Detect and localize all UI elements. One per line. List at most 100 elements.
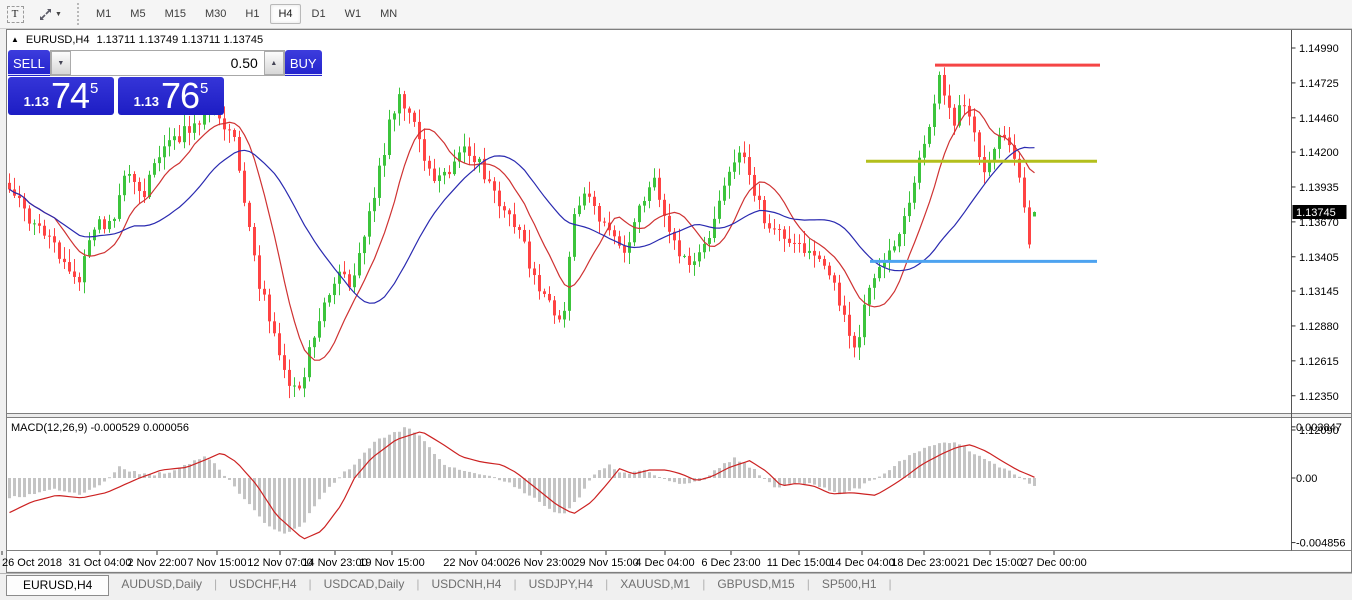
time-axis-label: 12 Nov 07:00 bbox=[247, 557, 312, 569]
chart-tab-audusd-daily[interactable]: AUDUSD,Daily bbox=[121, 577, 203, 591]
candle-body bbox=[433, 168, 436, 182]
timeframe-button-mn[interactable]: MN bbox=[380, 8, 398, 20]
candle-body bbox=[318, 321, 321, 338]
chart-tab-usdjpy-h4[interactable]: USDJPY,H4 bbox=[528, 577, 594, 591]
candle-body bbox=[683, 255, 686, 257]
macd-bar bbox=[98, 478, 101, 486]
price-axis-label: 1.13935 bbox=[1299, 182, 1339, 194]
price-axis-label: 1.14200 bbox=[1299, 147, 1339, 159]
macd-bar bbox=[198, 459, 201, 478]
candle-body bbox=[183, 126, 186, 143]
macd-bar bbox=[378, 438, 381, 478]
candle-body bbox=[378, 165, 381, 198]
timeframe-button-m15[interactable]: M15 bbox=[164, 8, 186, 20]
price-axis-label: 1.14990 bbox=[1299, 43, 1339, 55]
buy-price-display[interactable]: 1.13 76 5 bbox=[118, 75, 224, 116]
diagonal-arrows-icon bbox=[40, 8, 52, 20]
price-pane[interactable] bbox=[7, 30, 1351, 413]
timeframe-button-m30[interactable]: M30 bbox=[204, 8, 227, 20]
macd-bar bbox=[473, 473, 476, 478]
macd-bar bbox=[48, 478, 51, 490]
macd-bar bbox=[833, 478, 836, 492]
sell-button[interactable]: SELL bbox=[8, 50, 50, 76]
macd-bar bbox=[888, 470, 891, 478]
macd-bar bbox=[588, 478, 591, 481]
crosshair-tool-button[interactable]: ▼ bbox=[35, 4, 65, 24]
macd-bar bbox=[933, 445, 936, 478]
macd-bar bbox=[88, 478, 91, 490]
chart-tab-usdcnh-h4[interactable]: USDCNH,H4 bbox=[431, 577, 502, 591]
volume-input[interactable] bbox=[70, 51, 264, 75]
timeframe-button-h1[interactable]: H1 bbox=[245, 8, 260, 20]
text-tool-icon: T bbox=[6, 5, 24, 23]
macd-bar bbox=[348, 469, 351, 478]
macd-bar bbox=[768, 478, 771, 483]
macd-bar bbox=[423, 441, 426, 478]
chart-tab-xauusd-m1[interactable]: XAUUSD,M1 bbox=[620, 577, 691, 591]
macd-bar bbox=[318, 478, 321, 500]
price-axis-label: 1.14460 bbox=[1299, 113, 1339, 125]
candle-body bbox=[658, 177, 661, 200]
chart-tab-gbpusd-m15[interactable]: GBPUSD,M15 bbox=[717, 577, 795, 591]
buy-button[interactable]: BUY bbox=[284, 50, 322, 76]
timeframe-button-m5[interactable]: M5 bbox=[130, 8, 146, 20]
macd-bar bbox=[408, 428, 411, 478]
chart-tab-sp500-h1[interactable]: SP500,H1 bbox=[821, 577, 877, 591]
candle-body bbox=[678, 240, 681, 257]
candle-body bbox=[288, 369, 291, 386]
toolbar-separator bbox=[77, 3, 79, 25]
candle-body bbox=[758, 195, 761, 201]
macd-bar bbox=[623, 472, 626, 478]
macd-bar bbox=[983, 458, 986, 478]
candlestick-series bbox=[8, 67, 1036, 399]
macd-bar bbox=[903, 459, 906, 478]
macd-bar bbox=[608, 464, 611, 478]
macd-bar bbox=[463, 471, 466, 478]
macd-bar bbox=[178, 467, 181, 478]
text-tool-button[interactable]: T bbox=[5, 4, 25, 24]
tab-separator: | bbox=[888, 577, 892, 591]
macd-bar bbox=[593, 474, 596, 478]
candle-body bbox=[913, 182, 916, 203]
candle-body bbox=[693, 261, 696, 265]
macd-bar bbox=[288, 478, 291, 532]
candle-body bbox=[578, 205, 581, 215]
macd-bar bbox=[503, 478, 506, 482]
chart-tab-usdcad-daily[interactable]: USDCAD,Daily bbox=[323, 577, 405, 591]
price-axis-label: 1.12350 bbox=[1299, 391, 1339, 403]
volume-decrease-button[interactable]: ▼ bbox=[50, 51, 71, 75]
macd-bar bbox=[53, 478, 56, 489]
macd-bar bbox=[683, 478, 686, 484]
macd-bar bbox=[613, 469, 616, 478]
macd-bar bbox=[1008, 470, 1011, 478]
candle-body bbox=[93, 229, 96, 241]
macd-bar bbox=[1003, 468, 1006, 478]
candle-body bbox=[338, 271, 341, 284]
chart-tab-usdchf-h4[interactable]: USDCHF,H4 bbox=[229, 577, 297, 591]
timeframe-button-m1[interactable]: M1 bbox=[96, 8, 112, 20]
candle-body bbox=[983, 157, 986, 173]
candle-body bbox=[443, 171, 446, 176]
timeframe-button-h4[interactable]: H4 bbox=[270, 4, 301, 24]
timeframe-button-w1[interactable]: W1 bbox=[344, 8, 362, 20]
macd-bar bbox=[548, 478, 551, 509]
timeframe-button-d1[interactable]: D1 bbox=[311, 8, 326, 20]
macd-bar bbox=[183, 464, 186, 478]
collapse-triangle-icon[interactable]: ▲ bbox=[11, 34, 19, 44]
macd-bar bbox=[293, 478, 296, 529]
time-axis-label: 14 Dec 04:00 bbox=[829, 557, 894, 569]
price-axis-label: 1.12090 bbox=[1299, 425, 1339, 437]
macd-bar bbox=[103, 478, 106, 482]
macd-pane[interactable] bbox=[7, 418, 1351, 550]
pane-splitter[interactable] bbox=[7, 414, 1351, 418]
candle-body bbox=[348, 274, 351, 288]
chart-tab-eurusd-h4[interactable]: EURUSD,H4 bbox=[6, 575, 110, 596]
sell-price-display[interactable]: 1.13 74 5 bbox=[8, 75, 114, 116]
chart-header: ▲ EURUSD,H4 1.13711 1.13749 1.13711 1.13… bbox=[11, 34, 263, 46]
macd-bar bbox=[843, 478, 846, 494]
candle-body bbox=[438, 175, 441, 182]
volume-increase-button[interactable]: ▲ bbox=[263, 51, 284, 75]
macd-bar bbox=[743, 462, 746, 478]
